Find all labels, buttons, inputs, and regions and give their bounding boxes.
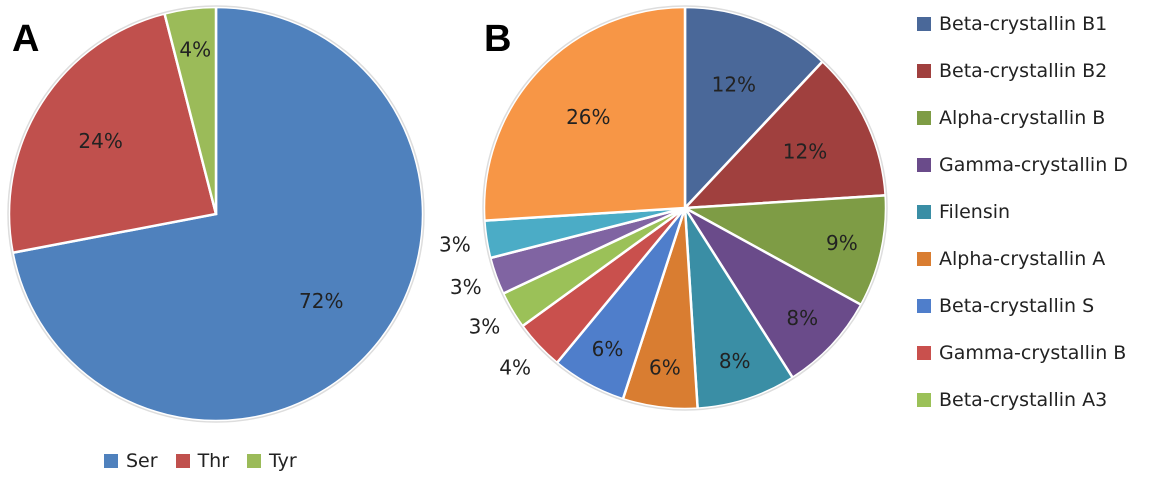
data-label: 6% [649,356,681,380]
legend-item: Beta-crystallin A3 [917,376,1128,423]
data-label: 12% [712,73,756,97]
legend-swatch [247,454,262,468]
legend-item: Beta-crystallin B2 [917,47,1128,94]
legend-item: Alpha-crystallin A [917,235,1128,282]
data-label: 26% [566,105,610,129]
legend-item: Beta-crystallin S [917,282,1128,329]
data-label: 3% [469,315,501,339]
legend-label: Filensin [939,200,1011,223]
legend-label: Beta-crystallin B1 [939,12,1108,35]
data-label: 4% [179,38,211,62]
pie-slice [683,206,863,380]
pie-outline [7,5,425,423]
pie-slice [680,194,888,307]
legend-label: Alpha-crystallin A [939,247,1106,270]
legend-item: Beta-crystallin B1 [917,0,1128,47]
legend-swatch [917,251,931,266]
legend-swatch [104,454,118,468]
legend-label: Beta-crystallin S [939,294,1095,317]
legend-label: Gamma-crystallin D [939,153,1128,176]
pie-slice [7,11,218,255]
legend-item: Thr [175,450,230,472]
pie-slice [162,5,218,215]
legend-label: Beta-crystallin A3 [939,388,1108,411]
data-label: 9% [826,231,858,255]
legend-swatch [917,63,931,78]
legend-label: Ser [126,450,158,472]
legend-label: Thr [197,450,230,472]
panel-label-a: A [12,18,40,60]
pie-outline [482,5,888,411]
legend-label: Gamma-crystallin B [939,341,1127,364]
panel-label-b: B [484,18,512,60]
pie-slice [683,207,795,410]
legend-swatch [917,16,931,31]
data-label: 6% [592,337,624,361]
data-label: 8% [719,349,751,373]
data-label: 3% [450,275,482,299]
pie-slice [482,5,687,222]
legend-swatch [917,204,931,219]
legend-b: Beta-crystallin B1 Beta-crystallin B2 Alph… [917,0,1128,423]
legend-swatch [917,345,931,360]
legend-item: Gamma-crystallin B [917,329,1128,376]
legend-item: Gamma-crystallin D [917,141,1128,188]
legend-label: Alpha-crystallin B [939,106,1106,129]
pie-slice [683,5,825,212]
pie-slice [11,5,425,423]
data-label: 3% [439,232,471,256]
legend-item: Alpha-crystallin B [917,94,1128,141]
legend-swatch [917,298,931,313]
legend-item: Ser [104,450,158,472]
legend-item: Filensin [917,188,1128,235]
data-label: 8% [786,306,818,330]
legend-item: Tyr [247,450,297,472]
legend-swatch [175,454,190,468]
legend-label: Tyr [269,450,297,472]
legend-swatch [917,157,931,172]
data-label: 4% [499,355,531,379]
data-label: 12% [783,140,827,164]
legend-label: Beta-crystallin B2 [939,59,1108,82]
legend-swatch [917,110,931,125]
data-label: 24% [78,129,122,153]
legend-swatch [917,392,931,407]
pie-slice [681,59,887,210]
legend-a: Ser Thr Tyr [104,450,315,472]
data-label: 72% [299,289,343,313]
